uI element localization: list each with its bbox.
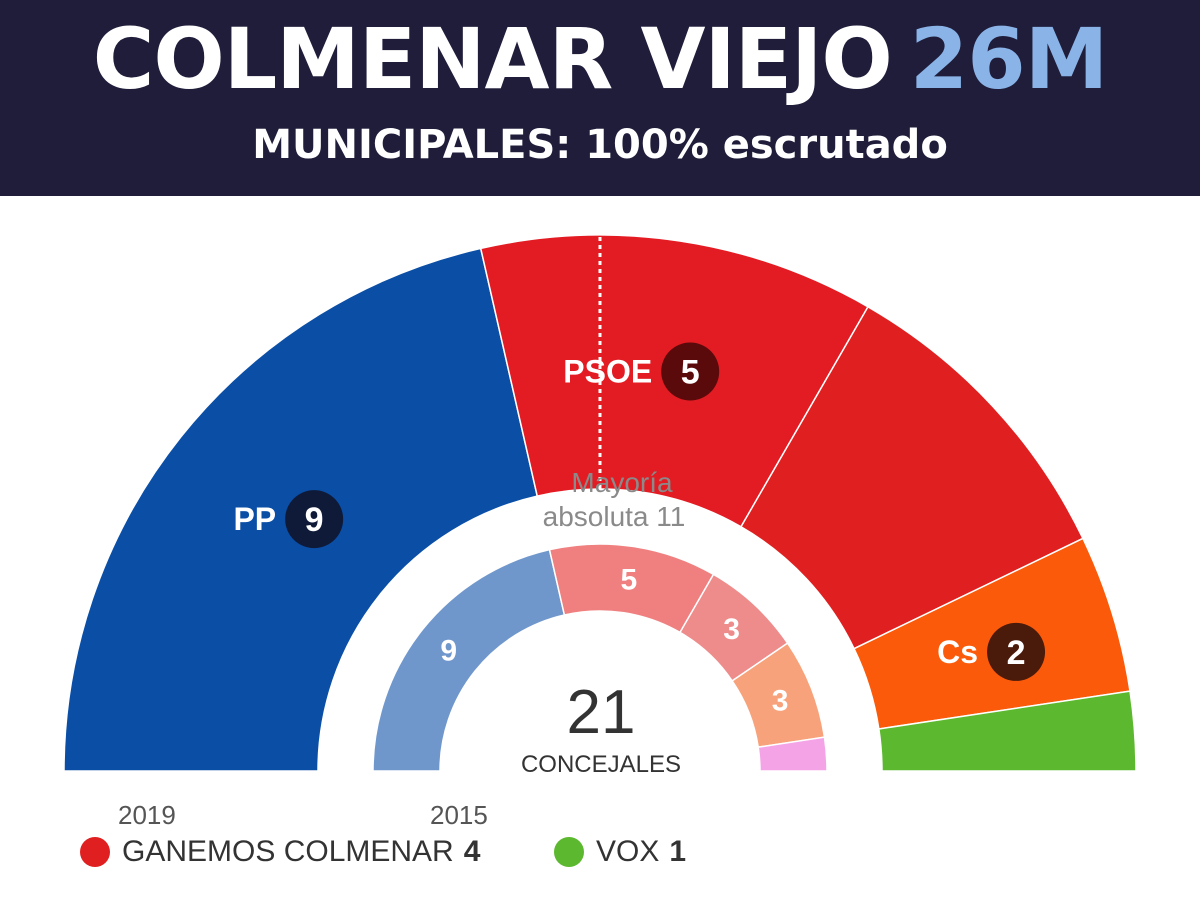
- total-seats-value: 21: [567, 678, 636, 747]
- outer-cs-seats: 2: [1007, 634, 1026, 672]
- outer-psoe-seats: 5: [681, 354, 700, 392]
- outer-vox-segment: [877, 690, 1137, 772]
- outer-ring-year-label: 2019: [118, 800, 176, 830]
- inner-5-segment: [757, 736, 828, 772]
- inner-1-segment: [372, 548, 566, 772]
- inner-4-seats: 3: [772, 684, 789, 717]
- outer-pp-badge: [285, 490, 344, 549]
- legend-item-vox: VOX 1: [554, 832, 686, 872]
- inner-2-seats: 5: [620, 564, 637, 597]
- title-municipality: COLMENAR VIEJO: [92, 10, 893, 108]
- title: COLMENAR VIEJO 26M: [0, 10, 1200, 108]
- outer-ring-labels: PP 9 PSOE 5 Cs 2: [233, 342, 1046, 681]
- outer-pp-seats: 9: [305, 501, 324, 539]
- outer-cs-badge: [987, 622, 1046, 681]
- legend-label-ganemos: GANEMOS COLMENAR: [122, 835, 454, 868]
- title-election-date: 26M: [909, 10, 1108, 108]
- outer-pp-label: PP: [233, 501, 276, 537]
- inner-3-seats: 3: [723, 613, 740, 646]
- outer-cs-label: Cs: [937, 634, 978, 670]
- majority-label-line2: absoluta 11: [543, 501, 686, 532]
- inner-ring-labels: 9 5 3 3: [440, 564, 788, 718]
- legend-dot-vox: [554, 837, 584, 867]
- header-banner: COLMENAR VIEJO 26M MUNICIPALES: 100% escr…: [0, 0, 1200, 196]
- legend-seats-ganemos: 4: [463, 835, 481, 868]
- legend-dot-ganemos: [80, 837, 110, 867]
- legend-seats-vox: 1: [669, 835, 687, 868]
- subtitle: MUNICIPALES: 100% escrutado: [252, 122, 948, 168]
- inner-ring-year-label: 2015: [430, 800, 488, 830]
- majority-label-line1: Mayoría: [571, 467, 673, 498]
- total-seats-label: CONCEJALES: [521, 751, 681, 778]
- inner-ring-2015: [372, 543, 828, 772]
- legend-label-vox: VOX: [596, 835, 660, 868]
- outer-psoe-label: PSOE: [563, 354, 652, 390]
- outer-psoe-badge: [661, 342, 720, 401]
- inner-1-seats: 9: [440, 634, 457, 667]
- legend-item-ganemos: GANEMOS COLMENAR 4: [80, 832, 480, 872]
